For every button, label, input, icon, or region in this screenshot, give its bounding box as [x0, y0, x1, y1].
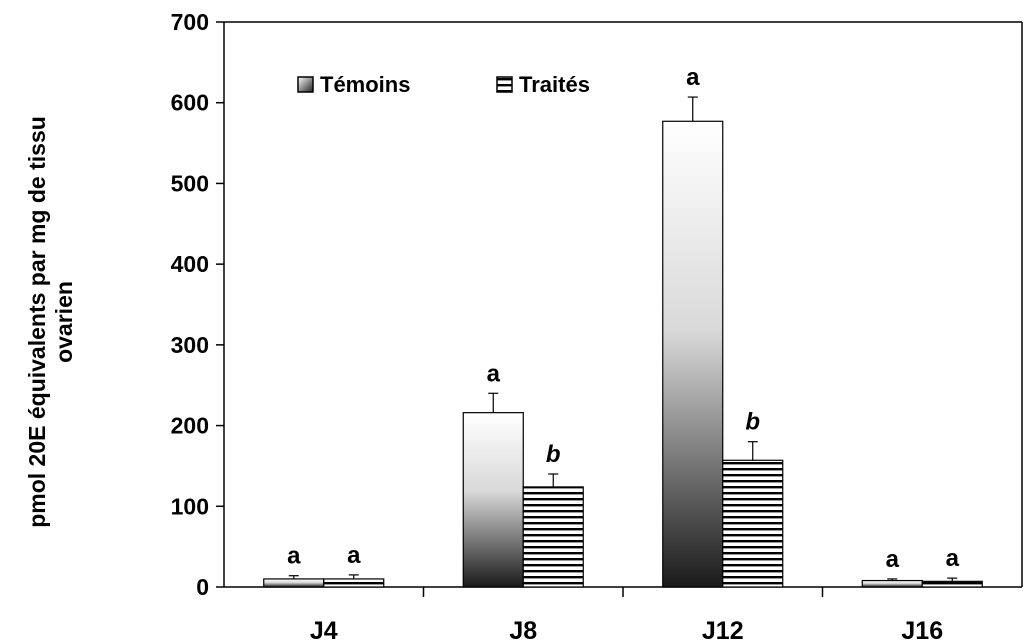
- bar: [861, 579, 923, 588]
- x-tick-label: J16: [901, 617, 943, 644]
- legend-label-temoins: Témoins: [320, 72, 410, 97]
- legend-swatch-temoins: [297, 76, 314, 93]
- y-axis-label-line-1: pmol 20E équivalents par mg de tissu: [24, 116, 50, 528]
- bars: [263, 120, 983, 588]
- bar: [921, 580, 983, 588]
- significance-label: a: [487, 360, 501, 387]
- bar: [522, 486, 584, 588]
- significance-labels: a a a a a b b a: [287, 64, 960, 573]
- y-tick-label: 600: [171, 90, 209, 116]
- error-bars: [288, 96, 958, 582]
- x-tick-label: J4: [310, 617, 338, 644]
- legend-label-traites: Traités: [519, 72, 590, 97]
- y-tick-label: 500: [171, 170, 209, 196]
- significance-label: a: [946, 545, 960, 572]
- y-tick-label: 200: [171, 413, 209, 439]
- y-tick-label: 700: [171, 9, 209, 35]
- bar: [263, 578, 325, 588]
- x-tick-label: J12: [702, 617, 744, 644]
- significance-label: a: [347, 542, 361, 569]
- legend-swatch-traites: [496, 76, 513, 93]
- y-tick-label: 0: [196, 574, 209, 600]
- y-axis-label: pmol 20E équivalents par mg de tissu ova…: [24, 116, 77, 528]
- bar: [722, 459, 784, 588]
- significance-label: b: [546, 441, 561, 468]
- x-tick-label: J8: [509, 617, 537, 644]
- legend: Témoins Traités: [297, 72, 590, 97]
- y-axis-label-line-2: ovarien: [51, 281, 77, 363]
- y-tick-label: 300: [171, 332, 209, 358]
- bar: [462, 412, 524, 588]
- significance-label: a: [686, 64, 700, 91]
- bar: [323, 578, 385, 588]
- significance-label: a: [886, 546, 900, 573]
- axes: 0 100 200 300 400 500 600 700 J4 J8 J12 J16: [171, 9, 1023, 644]
- bar: [662, 120, 724, 588]
- significance-label: a: [287, 543, 301, 570]
- y-tick-label: 400: [171, 251, 209, 277]
- y-tick-label: 100: [171, 493, 209, 519]
- significance-label: b: [745, 409, 760, 436]
